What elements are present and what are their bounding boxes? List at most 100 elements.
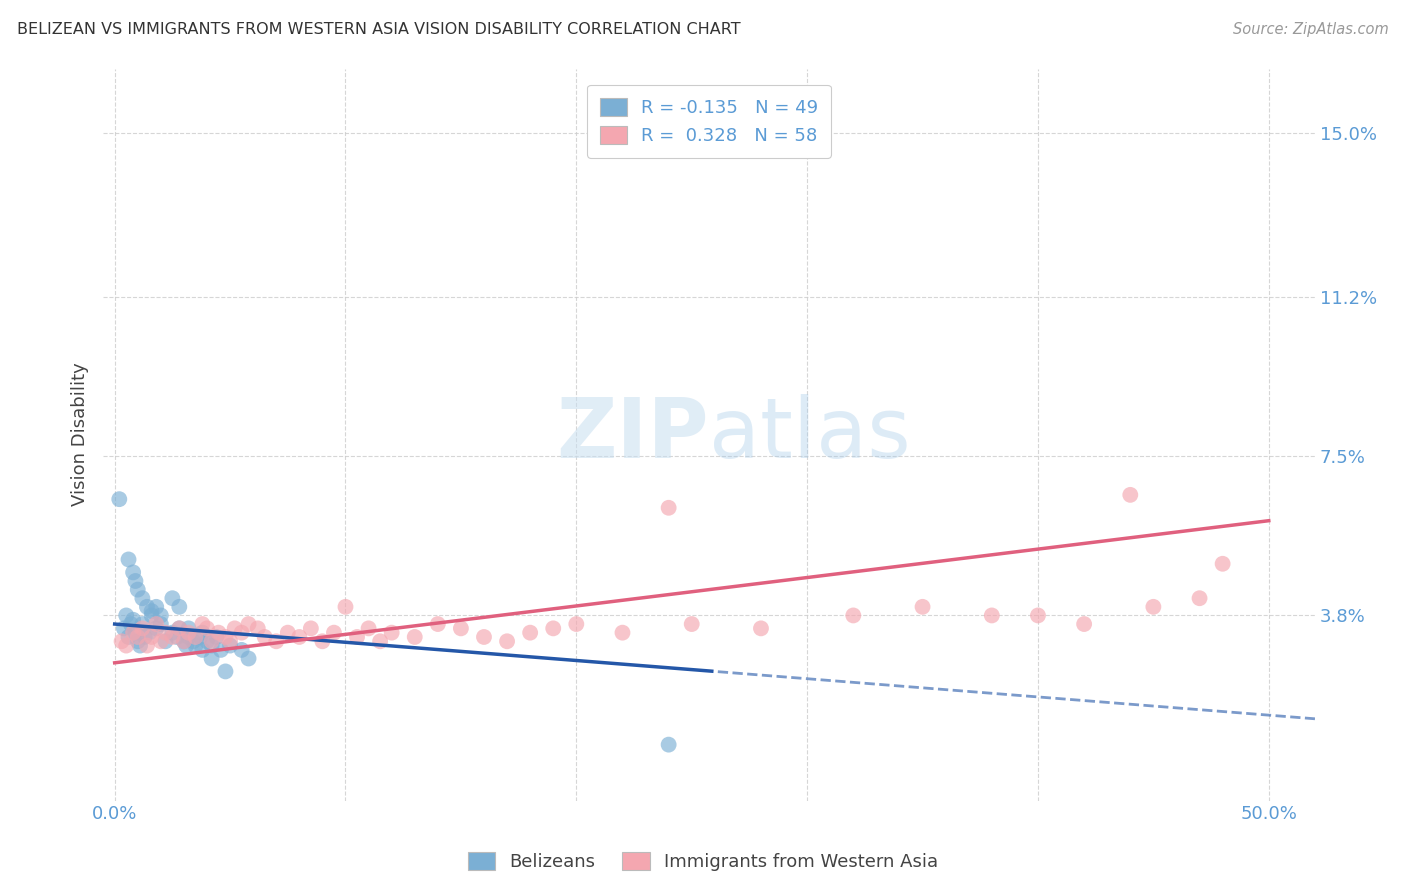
Point <box>149 617 172 632</box>
Point <box>174 639 197 653</box>
Point <box>519 625 541 640</box>
Legend: Belizeans, Immigrants from Western Asia: Belizeans, Immigrants from Western Asia <box>461 845 945 879</box>
Point <box>117 630 139 644</box>
Point <box>138 625 160 640</box>
Point <box>201 639 224 653</box>
Point <box>169 599 191 614</box>
Point <box>141 604 163 618</box>
Point <box>612 625 634 640</box>
Point <box>127 582 149 597</box>
Point <box>335 599 357 614</box>
Point <box>136 599 159 614</box>
Point <box>224 621 246 635</box>
Point <box>184 630 207 644</box>
Point <box>201 651 224 665</box>
Point <box>112 621 135 635</box>
Text: atlas: atlas <box>709 394 911 475</box>
Point <box>253 630 276 644</box>
Point <box>129 639 152 653</box>
Point <box>541 621 564 635</box>
Point <box>246 621 269 635</box>
Point <box>911 599 934 614</box>
Point <box>1212 557 1234 571</box>
Point <box>472 630 495 644</box>
Text: ZIP: ZIP <box>557 394 709 475</box>
Point <box>188 630 211 644</box>
Legend: R = -0.135   N = 49, R =  0.328   N = 58: R = -0.135 N = 49, R = 0.328 N = 58 <box>588 85 831 158</box>
Point <box>131 591 153 606</box>
Point <box>658 500 681 515</box>
Point <box>124 625 146 640</box>
Point <box>450 621 472 635</box>
Point <box>219 639 242 653</box>
Point <box>117 552 139 566</box>
Point <box>277 625 299 640</box>
Point <box>115 639 138 653</box>
Point <box>110 634 132 648</box>
Point <box>122 613 145 627</box>
Point <box>155 625 177 640</box>
Point <box>145 599 167 614</box>
Point <box>404 630 426 644</box>
Point <box>238 617 260 632</box>
Point <box>124 574 146 588</box>
Point <box>134 630 156 644</box>
Point <box>426 617 449 632</box>
Point <box>155 634 177 648</box>
Point <box>980 608 1002 623</box>
Point <box>658 738 681 752</box>
Point <box>108 492 131 507</box>
Point <box>231 625 253 640</box>
Point <box>1142 599 1164 614</box>
Point <box>1188 591 1211 606</box>
Point <box>201 634 224 648</box>
Point <box>368 634 391 648</box>
Point <box>162 625 184 640</box>
Point <box>149 634 172 648</box>
Point <box>205 630 228 644</box>
Point <box>381 625 404 640</box>
Point <box>311 634 333 648</box>
Point <box>131 621 153 635</box>
Point <box>195 634 218 648</box>
Point <box>219 634 242 648</box>
Point <box>120 617 142 632</box>
Point <box>184 639 207 653</box>
Point <box>191 617 214 632</box>
Point <box>177 630 200 644</box>
Point <box>166 630 188 644</box>
Point <box>191 625 214 640</box>
Point <box>238 651 260 665</box>
Point <box>169 621 191 635</box>
Point <box>299 621 322 635</box>
Point <box>1119 488 1142 502</box>
Point <box>288 630 311 644</box>
Point <box>131 617 153 632</box>
Point <box>681 617 703 632</box>
Point <box>162 591 184 606</box>
Point <box>162 630 184 644</box>
Point <box>149 608 172 623</box>
Point <box>214 665 236 679</box>
Y-axis label: Vision Disability: Vision Disability <box>72 363 89 507</box>
Point <box>749 621 772 635</box>
Point <box>145 617 167 632</box>
Point <box>357 621 380 635</box>
Point <box>177 621 200 635</box>
Point <box>191 643 214 657</box>
Point <box>209 643 232 657</box>
Point <box>173 634 195 648</box>
Point <box>231 643 253 657</box>
Point <box>169 621 191 635</box>
Point <box>141 608 163 623</box>
Point <box>842 608 865 623</box>
Point <box>127 630 149 644</box>
Point <box>127 634 149 648</box>
Point <box>214 630 236 644</box>
Point <box>565 617 588 632</box>
Point <box>207 625 229 640</box>
Text: Source: ZipAtlas.com: Source: ZipAtlas.com <box>1233 22 1389 37</box>
Point <box>1073 617 1095 632</box>
Point <box>173 634 195 648</box>
Point <box>122 566 145 580</box>
